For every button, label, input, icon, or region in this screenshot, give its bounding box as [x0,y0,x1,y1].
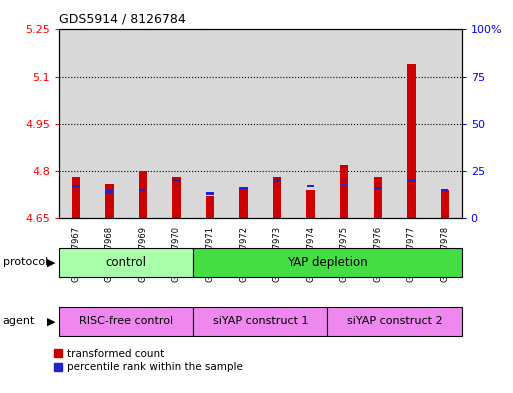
Bar [59,29,92,218]
Bar [227,29,260,218]
Text: ▶: ▶ [47,316,56,326]
Bar [327,307,462,336]
Bar [105,184,113,218]
Bar [273,179,281,182]
Bar [72,177,80,218]
Bar [340,165,348,218]
Bar [407,64,416,218]
Bar [59,307,193,336]
Bar [428,29,462,218]
Bar [173,179,180,182]
Bar [361,29,394,218]
Bar [441,190,449,218]
Bar [206,192,213,195]
Text: siYAP construct 2: siYAP construct 2 [347,316,442,326]
Bar [193,248,462,277]
Bar [373,177,382,218]
Bar [193,29,227,218]
Bar [240,187,247,189]
Bar [294,29,327,218]
Bar [260,29,294,218]
Bar [193,307,327,336]
Bar [374,187,381,189]
Text: agent: agent [3,316,35,326]
Bar [408,179,415,182]
Text: YAP depletion: YAP depletion [287,256,368,269]
Bar [273,177,281,218]
Bar [206,196,214,218]
Bar [441,189,448,191]
Bar [341,183,348,185]
Bar [306,190,315,218]
Bar [307,185,314,187]
Text: protocol: protocol [3,257,48,267]
Bar [140,189,146,191]
Bar [126,29,160,218]
Text: RISC-free control: RISC-free control [79,316,173,326]
Bar [160,29,193,218]
Bar [240,187,248,218]
Bar [139,171,147,218]
Bar [106,191,113,193]
Text: siYAP construct 1: siYAP construct 1 [212,316,308,326]
Legend: transformed count, percentile rank within the sample: transformed count, percentile rank withi… [54,349,243,372]
Bar [172,177,181,218]
Bar [59,248,193,277]
Bar [394,29,428,218]
Bar [327,29,361,218]
Bar [72,185,80,187]
Text: GDS5914 / 8126784: GDS5914 / 8126784 [59,13,186,26]
Text: ▶: ▶ [47,257,56,267]
Text: control: control [106,256,147,269]
Bar [92,29,126,218]
